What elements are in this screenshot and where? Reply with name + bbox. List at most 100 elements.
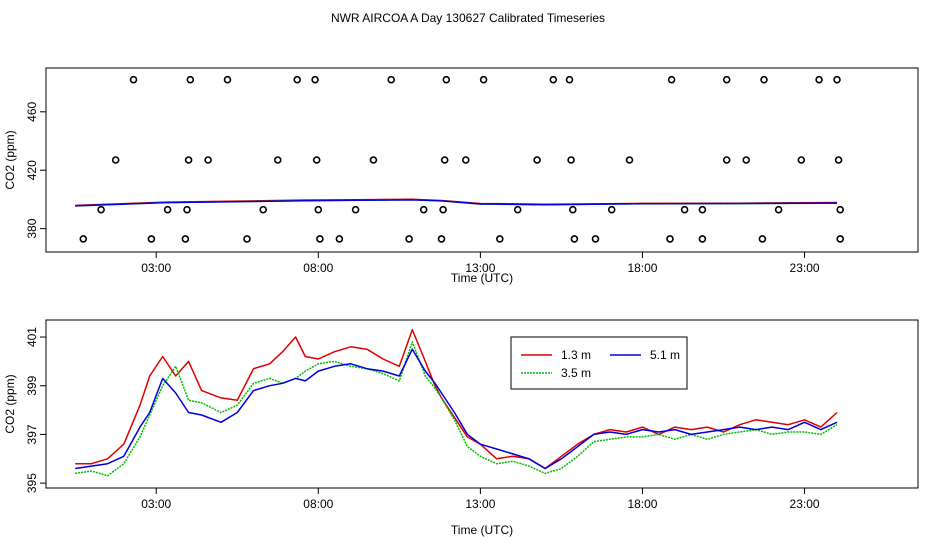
legend: 1.3 m 3.5 m 5.1 m <box>510 336 688 390</box>
outlier-point <box>698 205 707 214</box>
bottom-series-lines <box>75 328 838 477</box>
outlier-point <box>591 235 600 243</box>
bottom-ytick-label: 401 <box>25 327 39 347</box>
top-ytick-label: 420 <box>25 160 39 180</box>
outlier-point <box>369 156 378 164</box>
outlier-point <box>836 235 845 243</box>
outlier-point <box>273 156 282 164</box>
top-xtick-label: 18:00 <box>627 261 657 275</box>
outlier-point <box>442 75 451 84</box>
outlier-point <box>181 235 190 243</box>
outlier-point <box>666 235 674 243</box>
bottom-series-5-1-m <box>75 348 838 470</box>
top-xtick-label: 08:00 <box>303 261 333 275</box>
top-series-5-1-m <box>75 199 838 207</box>
legend-label-5-1m: 5.1 m <box>650 348 680 362</box>
bottom-series-3-5-m <box>75 341 838 477</box>
outlier-point <box>439 205 447 214</box>
bottom-ytick-label: 397 <box>25 424 39 444</box>
outlier-point <box>834 156 843 164</box>
top-ytick-label: 380 <box>25 218 39 238</box>
outlier-point <box>316 235 324 243</box>
outlier-point <box>440 156 449 164</box>
bottom-ytick-label: 399 <box>25 375 39 395</box>
bottom-xlabel: Time (UTC) <box>451 523 513 537</box>
outlier-point <box>419 205 428 214</box>
outlier-point <box>335 235 344 243</box>
outlier-point <box>129 75 138 84</box>
outlier-point <box>479 75 488 84</box>
legend-label-1-3m: 1.3 m <box>561 348 591 362</box>
top-xlabel: Time (UTC) <box>451 271 513 285</box>
outlier-point <box>97 205 105 214</box>
outlier-point <box>565 75 574 84</box>
outlier-point <box>760 75 768 84</box>
bottom-xtick-label: 18:00 <box>627 497 657 511</box>
outlier-point <box>680 205 689 214</box>
top-outlier-points <box>79 75 845 243</box>
outlier-point <box>311 75 319 84</box>
outlier-point <box>568 205 577 214</box>
outlier-point <box>797 156 806 164</box>
legend-label-3-5m: 3.5 m <box>561 366 591 380</box>
outlier-point <box>774 205 783 214</box>
bottom-series-1-3-m <box>75 328 838 470</box>
outlier-point <box>607 205 616 214</box>
outlier-point <box>223 75 232 84</box>
outlier-point <box>758 235 767 243</box>
outlier-point <box>549 75 558 84</box>
outlier-point <box>567 156 575 164</box>
bottom-xtick-label: 03:00 <box>141 497 171 511</box>
outlier-point <box>625 156 634 164</box>
outlier-point <box>513 205 522 214</box>
outlier-point <box>495 235 504 243</box>
top-ytick-label: 460 <box>25 101 39 121</box>
bottom-plot-frame <box>45 319 919 489</box>
outlier-point <box>405 235 413 243</box>
bottom-xtick-label: 23:00 <box>790 497 820 511</box>
outlier-point <box>79 235 88 243</box>
outlier-point <box>815 75 823 84</box>
outlier-point <box>533 156 541 164</box>
outlier-point <box>293 75 302 84</box>
top-xtick-label: 03:00 <box>141 261 171 275</box>
outlier-point <box>351 205 360 214</box>
outlier-point <box>163 205 172 214</box>
outlier-point <box>243 235 251 243</box>
outlier-point <box>312 156 321 164</box>
outlier-point <box>204 156 212 164</box>
bottom-xtick-label: 13:00 <box>465 497 495 511</box>
top-ylabel: CO2 (ppm) <box>3 130 17 189</box>
outlier-point <box>722 75 731 84</box>
outlier-point <box>742 156 751 164</box>
legend-box <box>510 336 688 390</box>
outlier-point <box>183 205 191 214</box>
outlier-point <box>698 235 707 243</box>
bottom-ytick-label: 395 <box>25 473 39 493</box>
outlier-point <box>833 75 841 84</box>
outlier-point <box>667 75 676 84</box>
outlier-point <box>461 156 470 164</box>
outlier-point <box>111 156 120 164</box>
outlier-point <box>147 235 156 243</box>
chart-title: NWR AIRCOA A Day 130627 Calibrated Times… <box>331 11 605 25</box>
outlier-point <box>570 235 579 243</box>
outlier-point <box>186 75 195 84</box>
outlier-point <box>314 205 323 214</box>
bottom-ylabel: CO2 (ppm) <box>3 374 17 433</box>
top-xtick-label: 23:00 <box>790 261 820 275</box>
outlier-point <box>437 235 446 243</box>
outlier-point <box>722 156 731 164</box>
bottom-xtick-label: 08:00 <box>303 497 333 511</box>
top-series-lines <box>75 198 838 207</box>
bottom-panel: 03:00 08:00 13:00 18:00 23:00 395 397 399 401 Ti… <box>3 319 919 537</box>
top-plot-frame <box>45 67 919 253</box>
outlier-point <box>387 75 396 84</box>
top-xtick-label: 13:00 <box>465 261 495 275</box>
outlier-point <box>184 156 193 164</box>
top-panel: 03:00 08:00 13:00 18:00 23:00 380 420 460 Time … <box>3 67 919 285</box>
top-axes: 03:00 08:00 13:00 18:00 23:00 380 420 460 <box>25 101 820 275</box>
outlier-point <box>259 205 268 214</box>
